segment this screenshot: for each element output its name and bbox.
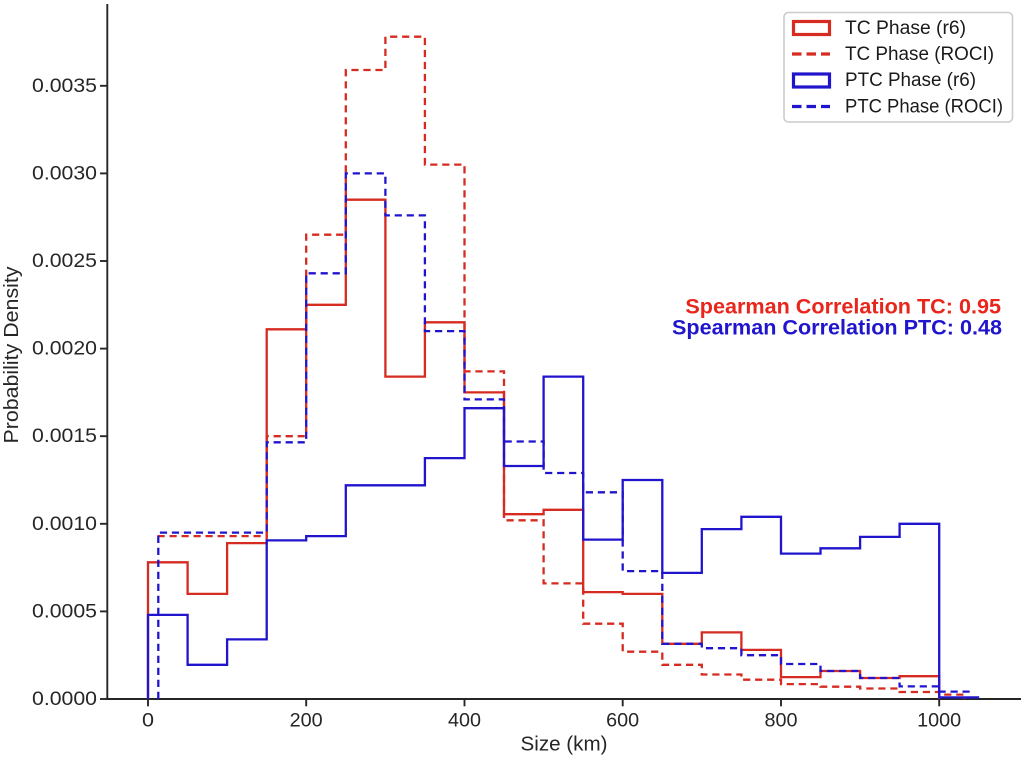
svg-text:Spearman Correlation TC: 0.95: Spearman Correlation TC: 0.95 [685, 294, 1001, 319]
svg-text:TC Phase (r6): TC Phase (r6) [845, 18, 966, 39]
svg-text:0.0000: 0.0000 [32, 688, 97, 710]
svg-text:PTC Phase (ROCI): PTC Phase (ROCI) [845, 97, 1003, 118]
svg-text:0.0035: 0.0035 [32, 75, 97, 97]
svg-text:Size (km): Size (km) [521, 734, 608, 756]
svg-text:Probability Density: Probability Density [1, 267, 23, 444]
svg-text:TC Phase (ROCI): TC Phase (ROCI) [845, 44, 994, 65]
svg-text:600: 600 [606, 710, 639, 732]
svg-text:1000: 1000 [917, 710, 961, 732]
svg-text:0.0010: 0.0010 [32, 513, 97, 535]
svg-text:0.0005: 0.0005 [32, 600, 97, 622]
svg-text:800: 800 [765, 710, 798, 732]
svg-text:0.0030: 0.0030 [32, 162, 97, 184]
svg-text:Spearman Correlation PTC: 0.48: Spearman Correlation PTC: 0.48 [672, 315, 1002, 340]
svg-text:400: 400 [448, 710, 481, 732]
svg-text:0.0020: 0.0020 [32, 338, 97, 360]
svg-text:PTC Phase (r6): PTC Phase (r6) [845, 70, 976, 91]
svg-text:0.0015: 0.0015 [32, 425, 97, 447]
svg-text:0: 0 [142, 710, 154, 732]
svg-text:200: 200 [290, 710, 323, 732]
svg-text:0.0025: 0.0025 [32, 250, 97, 272]
